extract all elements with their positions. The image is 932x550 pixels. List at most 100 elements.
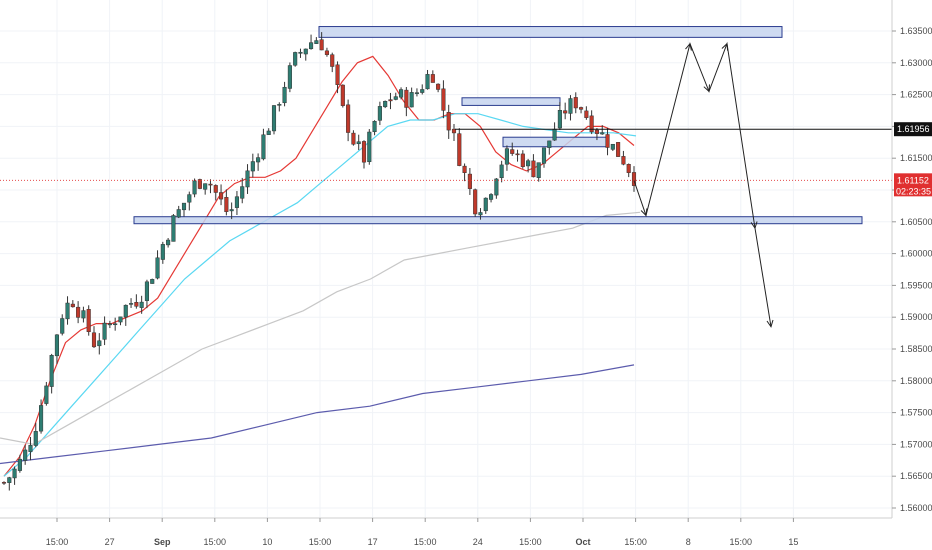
candle-body <box>420 89 425 93</box>
zone-rectangle[interactable] <box>133 216 863 225</box>
time-tick-label: 15:00 <box>414 537 437 547</box>
time-tick-label: 15:00 <box>624 537 647 547</box>
projection-path[interactable] <box>633 41 774 328</box>
candle-body <box>547 140 552 148</box>
candle-body <box>256 157 261 163</box>
candle-body <box>563 110 568 114</box>
candle-body <box>467 173 472 189</box>
candle-body <box>113 323 118 326</box>
candle-body <box>17 458 22 471</box>
candle-body <box>39 405 44 432</box>
candle-body <box>552 128 557 141</box>
candle-body <box>171 215 176 242</box>
candle-body <box>489 194 494 200</box>
candle-body <box>282 86 287 104</box>
candle-body <box>139 301 144 308</box>
candle-body <box>372 121 377 133</box>
candle-body <box>76 306 81 318</box>
moving-average-line <box>0 211 641 446</box>
time-tick-label: 27 <box>105 537 115 547</box>
price-tick-label: 1.62500 <box>900 90 932 100</box>
candle-body <box>414 92 419 94</box>
candle-body <box>616 142 621 157</box>
candle-body <box>520 153 525 167</box>
candle-body <box>181 202 187 211</box>
candle-body <box>60 318 65 334</box>
candle-body <box>324 50 329 55</box>
candle-body <box>483 197 488 212</box>
candle-body <box>97 340 102 347</box>
candle-body <box>293 52 298 66</box>
arrow-head <box>721 42 729 51</box>
candle-body <box>335 64 340 85</box>
candle-body <box>245 170 250 188</box>
candle-body <box>129 303 134 305</box>
candle-body <box>515 153 520 156</box>
candle-body <box>303 48 308 55</box>
zone-rectangle[interactable] <box>461 97 561 106</box>
candle-body <box>123 304 128 318</box>
time-tick-label: 8 <box>686 537 691 547</box>
candle-body <box>203 183 208 190</box>
candle-body <box>176 209 181 218</box>
price-tick-label: 1.57500 <box>900 408 932 418</box>
moving-average-line <box>0 364 635 465</box>
horizontal-level[interactable] <box>0 128 892 181</box>
candle-body <box>261 134 266 160</box>
candle-body <box>197 179 202 189</box>
price-tick-label: 1.56500 <box>900 471 932 481</box>
candle-body <box>399 89 404 98</box>
candle-body <box>192 180 197 195</box>
zone-rectangle[interactable] <box>318 26 783 38</box>
price-tick-label: 1.61500 <box>900 153 932 163</box>
candle-body <box>531 160 536 178</box>
price-tick-label: 1.58000 <box>900 376 932 386</box>
candle-body <box>118 316 123 323</box>
candle-body <box>346 104 351 133</box>
candle-body <box>319 39 324 51</box>
candle-body <box>451 128 457 134</box>
candle-body <box>91 332 97 348</box>
candle-body <box>213 185 218 193</box>
candle-body <box>229 209 234 212</box>
candle-body <box>441 88 446 111</box>
candle-body <box>589 115 594 133</box>
candle-body <box>594 129 599 134</box>
candle-body <box>287 65 292 89</box>
arrow-head <box>685 42 692 51</box>
candle-body <box>54 334 59 357</box>
candle-body <box>314 40 319 44</box>
candle-body <box>536 162 541 178</box>
candle-body <box>626 164 631 173</box>
candle-body <box>298 51 303 54</box>
time-tick-label: 15:00 <box>519 537 542 547</box>
price-tick-label: 1.59500 <box>900 280 932 290</box>
candle-body <box>541 147 547 164</box>
candle-body <box>377 106 382 121</box>
candle-body <box>367 131 372 163</box>
candle-body <box>271 105 277 132</box>
price-tick-label: 1.60000 <box>900 249 932 259</box>
time-tick-label: 24 <box>473 537 483 547</box>
price-tick-label: 1.56000 <box>900 503 932 513</box>
candle-body <box>568 98 573 114</box>
grid-lines <box>0 0 892 518</box>
candle-body <box>150 279 155 284</box>
arrow-head <box>640 208 648 217</box>
candle-body <box>462 165 467 173</box>
current-price-badge <box>894 173 932 197</box>
candle-body <box>330 54 335 67</box>
candle-body <box>250 161 255 172</box>
moving-average-line <box>3 113 637 477</box>
candle-body <box>356 141 361 145</box>
time-tick-label: 15:00 <box>309 537 332 547</box>
candle-body <box>44 385 49 404</box>
candle-body <box>351 132 356 145</box>
candle-body <box>107 323 112 326</box>
candle-body <box>102 322 107 340</box>
candle-body <box>473 189 478 215</box>
candle-body <box>309 42 314 50</box>
